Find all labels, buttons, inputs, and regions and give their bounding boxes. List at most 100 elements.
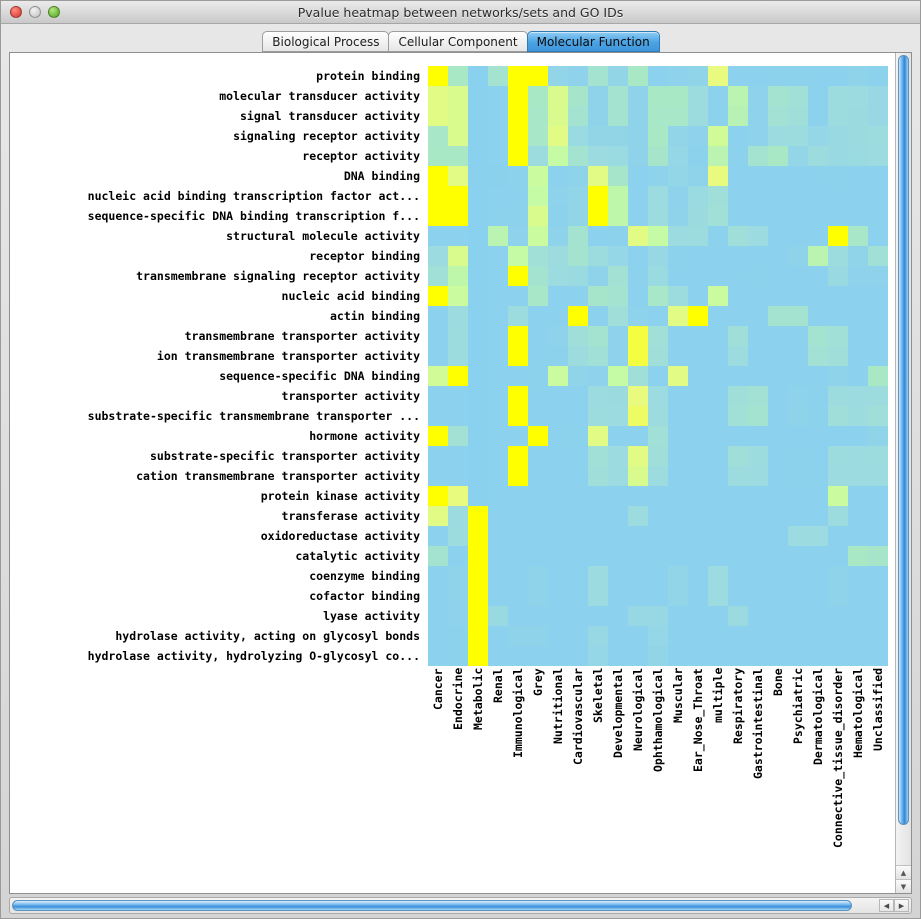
heatmap-cell[interactable] <box>568 626 588 646</box>
heatmap-cell[interactable] <box>488 146 508 166</box>
heatmap-cell[interactable] <box>848 86 868 106</box>
heatmap-cell[interactable] <box>868 106 888 126</box>
heatmap-cell[interactable] <box>608 146 628 166</box>
heatmap-cell[interactable] <box>728 506 748 526</box>
heatmap-cell[interactable] <box>568 146 588 166</box>
heatmap-cell[interactable] <box>588 466 608 486</box>
heatmap-cell[interactable] <box>828 406 848 426</box>
heatmap-cell[interactable] <box>648 646 668 666</box>
heatmap-cell[interactable] <box>788 286 808 306</box>
heatmap-cell[interactable] <box>868 146 888 166</box>
heatmap-cell[interactable] <box>448 246 468 266</box>
heatmap-cell[interactable] <box>448 166 468 186</box>
heatmap-cell[interactable] <box>828 566 848 586</box>
heatmap-cell[interactable] <box>868 326 888 346</box>
heatmap-cell[interactable] <box>808 206 828 226</box>
heatmap-cell[interactable] <box>608 326 628 346</box>
heatmap-cell[interactable] <box>668 206 688 226</box>
heatmap-cell[interactable] <box>868 646 888 666</box>
heatmap-cell[interactable] <box>868 566 888 586</box>
heatmap-cell[interactable] <box>748 126 768 146</box>
heatmap-cell[interactable] <box>788 146 808 166</box>
heatmap-cell[interactable] <box>628 586 648 606</box>
heatmap-cell[interactable] <box>668 266 688 286</box>
horizontal-scrollbar[interactable]: ◀ ▶ <box>9 897 912 914</box>
heatmap-cell[interactable] <box>808 286 828 306</box>
heatmap-cell[interactable] <box>448 586 468 606</box>
heatmap-cell[interactable] <box>688 346 708 366</box>
heatmap-cell[interactable] <box>508 346 528 366</box>
heatmap-cell[interactable] <box>488 106 508 126</box>
heatmap-cell[interactable] <box>548 526 568 546</box>
heatmap-cell[interactable] <box>568 586 588 606</box>
heatmap-cell[interactable] <box>708 286 728 306</box>
heatmap-cell[interactable] <box>808 66 828 86</box>
scroll-right-arrow-icon[interactable]: ▶ <box>894 899 909 912</box>
heatmap-cell[interactable] <box>868 506 888 526</box>
heatmap-cell[interactable] <box>768 386 788 406</box>
heatmap-cell[interactable] <box>448 566 468 586</box>
heatmap-cell[interactable] <box>708 366 728 386</box>
heatmap-cell[interactable] <box>668 386 688 406</box>
heatmap-cell[interactable] <box>828 166 848 186</box>
heatmap-cell[interactable] <box>768 166 788 186</box>
zoom-button[interactable] <box>48 6 60 18</box>
heatmap-cell[interactable] <box>868 366 888 386</box>
heatmap-cell[interactable] <box>528 446 548 466</box>
heatmap-cell[interactable] <box>508 486 528 506</box>
heatmap-cell[interactable] <box>808 486 828 506</box>
heatmap-cell[interactable] <box>668 446 688 466</box>
heatmap-cell[interactable] <box>688 306 708 326</box>
heatmap-cell[interactable] <box>468 66 488 86</box>
heatmap-cell[interactable] <box>648 66 668 86</box>
heatmap-cell[interactable] <box>528 126 548 146</box>
heatmap-cell[interactable] <box>748 366 768 386</box>
heatmap-cell[interactable] <box>588 426 608 446</box>
heatmap-cell[interactable] <box>468 626 488 646</box>
heatmap-cell[interactable] <box>768 66 788 86</box>
heatmap-cell[interactable] <box>768 646 788 666</box>
heatmap-cell[interactable] <box>688 206 708 226</box>
heatmap-cell[interactable] <box>648 446 668 466</box>
heatmap-cell[interactable] <box>468 646 488 666</box>
heatmap-cell[interactable] <box>628 286 648 306</box>
heatmap-cell[interactable] <box>528 386 548 406</box>
heatmap-cell[interactable] <box>548 506 568 526</box>
heatmap-cell[interactable] <box>548 366 568 386</box>
heatmap-cell[interactable] <box>648 386 668 406</box>
heatmap-cell[interactable] <box>708 606 728 626</box>
heatmap-cell[interactable] <box>548 206 568 226</box>
heatmap-cell[interactable] <box>488 306 508 326</box>
heatmap-cell[interactable] <box>428 206 448 226</box>
heatmap-cell[interactable] <box>548 406 568 426</box>
heatmap-cell[interactable] <box>468 226 488 246</box>
heatmap-cell[interactable] <box>708 226 728 246</box>
heatmap-cell[interactable] <box>688 606 708 626</box>
heatmap-cell[interactable] <box>668 246 688 266</box>
heatmap-cell[interactable] <box>628 326 648 346</box>
heatmap-cell[interactable] <box>488 586 508 606</box>
heatmap-cell[interactable] <box>788 126 808 146</box>
heatmap-cell[interactable] <box>568 306 588 326</box>
heatmap-cell[interactable] <box>528 546 548 566</box>
heatmap-cell[interactable] <box>688 526 708 546</box>
heatmap-cell[interactable] <box>788 626 808 646</box>
heatmap-cell[interactable] <box>588 546 608 566</box>
heatmap-cell[interactable] <box>608 546 628 566</box>
heatmap-cell[interactable] <box>488 546 508 566</box>
heatmap-cell[interactable] <box>688 446 708 466</box>
heatmap-cell[interactable] <box>548 546 568 566</box>
vertical-scroll-thumb[interactable] <box>898 55 909 825</box>
heatmap-cell[interactable] <box>648 486 668 506</box>
vertical-scrollbar[interactable]: ▲ ▼ <box>895 53 911 893</box>
heatmap-cell[interactable] <box>448 226 468 246</box>
tab-biological-process[interactable]: Biological Process <box>262 31 390 52</box>
heatmap-cell[interactable] <box>868 446 888 466</box>
heatmap-cell[interactable] <box>868 66 888 86</box>
heatmap-cell[interactable] <box>728 366 748 386</box>
heatmap-cell[interactable] <box>508 546 528 566</box>
heatmap-cell[interactable] <box>748 526 768 546</box>
heatmap-cell[interactable] <box>828 246 848 266</box>
heatmap-cell[interactable] <box>808 366 828 386</box>
heatmap-cell[interactable] <box>788 86 808 106</box>
